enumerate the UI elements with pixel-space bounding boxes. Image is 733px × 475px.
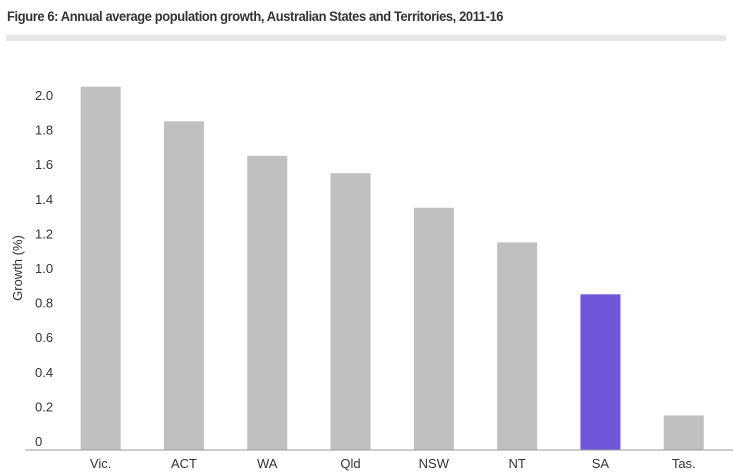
y-tick-label: 1.0 [35, 261, 53, 276]
x-tick-label: NSW [419, 456, 450, 471]
x-tick-label: NT [508, 456, 525, 471]
y-tick-label: 1.6 [35, 157, 53, 172]
bar-tas [663, 415, 704, 450]
bar-wa [247, 155, 288, 450]
x-tick-label: SA [592, 456, 610, 471]
y-tick-label: 1.4 [35, 192, 53, 207]
x-tick-label: WA [257, 456, 278, 471]
x-tick-label: Vic. [90, 456, 111, 471]
y-axis-label: Growth (%) [10, 235, 25, 301]
title-divider [6, 35, 726, 41]
bar-nsw [413, 207, 454, 450]
bar-vic [80, 86, 121, 450]
y-tick-label: 0.2 [35, 399, 53, 414]
chart-title: Figure 6: Annual average population grow… [7, 8, 504, 24]
y-tick-label: 2.0 [35, 88, 53, 103]
bar-sa [580, 294, 621, 450]
y-tick-label: 0 [35, 434, 42, 449]
bar-nt [497, 242, 538, 450]
y-tick-label: 1.8 [35, 123, 53, 138]
x-tick-label: Qld [340, 456, 360, 471]
x-tick-label: Tas. [672, 456, 696, 471]
bar-act [163, 121, 204, 451]
y-tick-label: 1.2 [35, 226, 53, 241]
y-tick-label: 0.4 [35, 365, 53, 380]
y-tick-label: 0.6 [35, 330, 53, 345]
bar-qld [330, 173, 371, 450]
y-tick-label: 0.8 [35, 296, 53, 311]
x-tick-label: ACT [171, 456, 197, 471]
